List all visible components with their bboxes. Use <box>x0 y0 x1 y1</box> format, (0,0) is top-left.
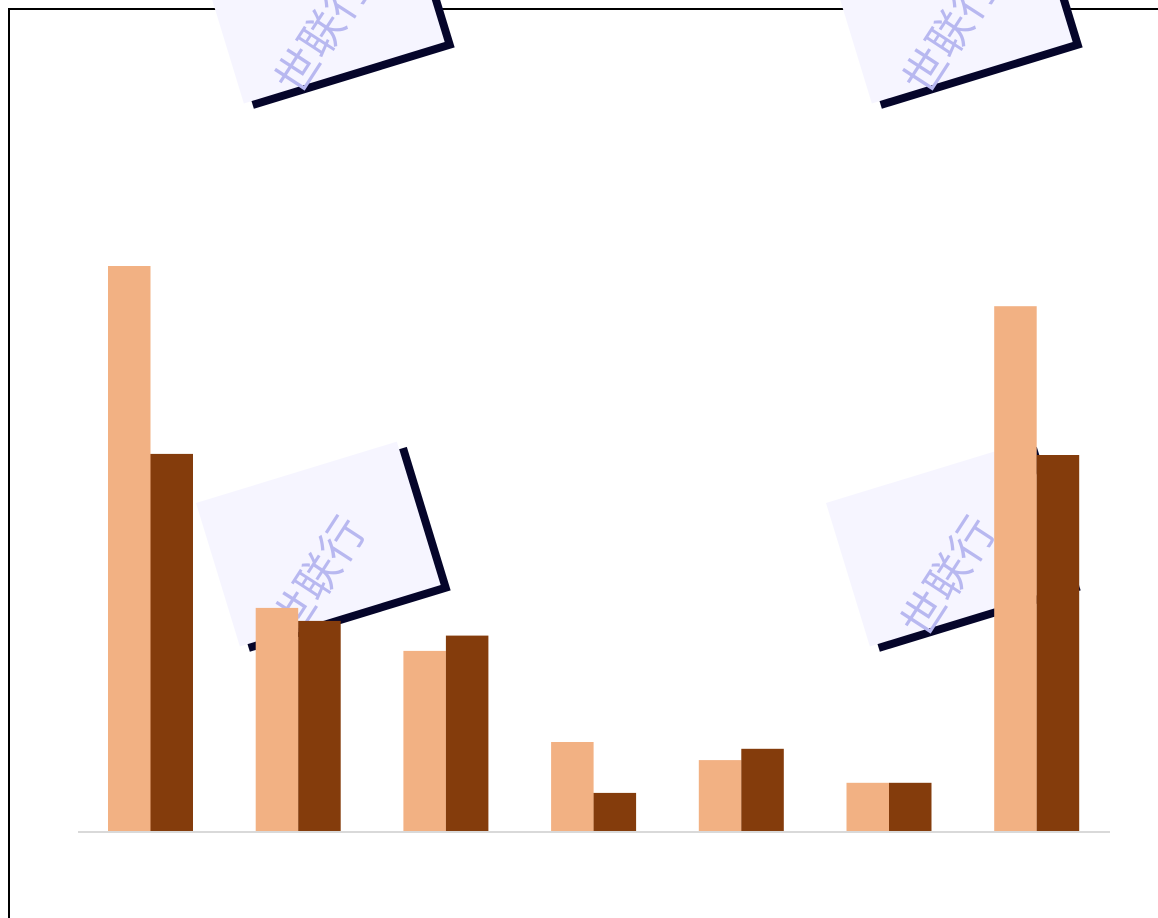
bar-series-1-cat-2 <box>255 607 299 832</box>
bar-group <box>108 266 1080 832</box>
bar-series-2-cat-7 <box>1036 455 1080 832</box>
bar-series-1-cat-1 <box>108 266 151 832</box>
chart-frame <box>8 8 1158 918</box>
watermark-stamp: 世联行 <box>828 0 1083 109</box>
bar-series-2-cat-6 <box>889 782 932 832</box>
bar-series-1-cat-5 <box>698 760 742 832</box>
bar-series-2-cat-3 <box>445 635 489 832</box>
bar-series-2-cat-4 <box>593 792 637 832</box>
bar-series-2-cat-5 <box>741 748 784 832</box>
watermark-stamp: 世联行 <box>196 441 451 652</box>
bar-series-1-cat-7 <box>994 306 1037 832</box>
bar-series-1-cat-3 <box>403 650 446 832</box>
bar-series-1-cat-4 <box>551 742 594 832</box>
bar-series-2-cat-2 <box>298 620 341 832</box>
bar-series-1-cat-6 <box>846 782 889 832</box>
watermark-stamp: 世联行 <box>200 0 455 109</box>
bar-series-2-cat-1 <box>150 453 193 832</box>
